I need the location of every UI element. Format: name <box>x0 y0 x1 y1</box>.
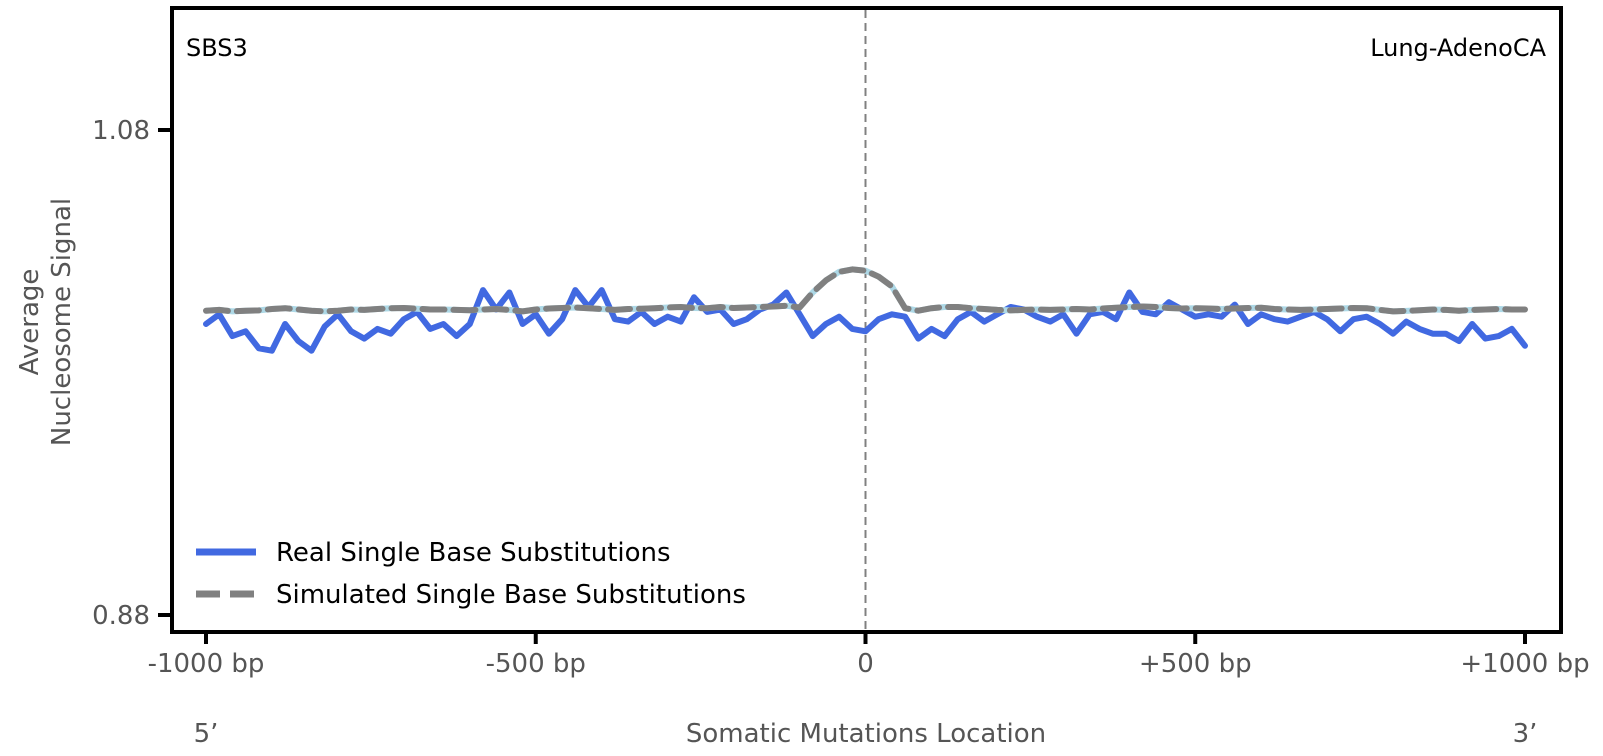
x-tick-label: -500 bp <box>486 649 586 679</box>
x-tick-label: +500 bp <box>1139 649 1252 679</box>
series-real-line <box>203 287 1528 354</box>
y-axis-title: Average Nucleosome Signal <box>15 198 77 446</box>
five-prime-label: 5’ <box>194 719 219 749</box>
y-tick-label: 1.08 <box>92 116 150 146</box>
y-axis-title-line-2: Nucleosome Signal <box>47 198 77 446</box>
series-layer <box>203 266 1528 354</box>
legend: Real Single Base Substitutions Simulated… <box>196 538 746 610</box>
legend-label-simulated: Simulated Single Base Substitutions <box>276 580 746 610</box>
legend-label-real: Real Single Base Substitutions <box>276 538 671 568</box>
three-prime-label: 3’ <box>1513 719 1538 749</box>
x-axis-ticks: -1000 bp -500 bp 0 +500 bp +1000 bp <box>148 632 1590 679</box>
signature-label: SBS3 <box>186 34 248 62</box>
y-axis-title-line-1: Average <box>15 269 45 376</box>
x-axis-title: Somatic Mutations Location <box>686 719 1046 749</box>
cancer-type-label: Lung-AdenoCA <box>1370 34 1546 62</box>
x-tick-label: -1000 bp <box>148 649 265 679</box>
y-axis-ticks: 0.88 1.08 <box>92 116 172 631</box>
x-tick-label: 0 <box>857 649 874 679</box>
series-simulated-line <box>203 266 1528 315</box>
x-tick-label: +1000 bp <box>1460 649 1589 679</box>
y-tick-label: 0.88 <box>92 601 150 631</box>
